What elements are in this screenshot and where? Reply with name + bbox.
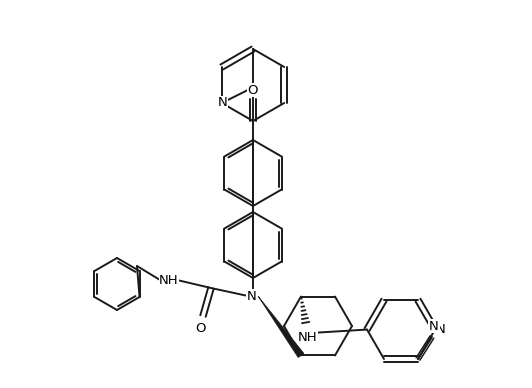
Text: N: N <box>247 289 257 303</box>
Text: N: N <box>218 97 228 109</box>
Polygon shape <box>258 296 304 357</box>
Text: N: N <box>436 323 446 336</box>
Text: NH: NH <box>159 274 179 286</box>
Text: O: O <box>196 322 206 334</box>
Text: N: N <box>429 319 439 333</box>
Text: NH: NH <box>298 331 318 344</box>
Text: O: O <box>248 83 258 97</box>
